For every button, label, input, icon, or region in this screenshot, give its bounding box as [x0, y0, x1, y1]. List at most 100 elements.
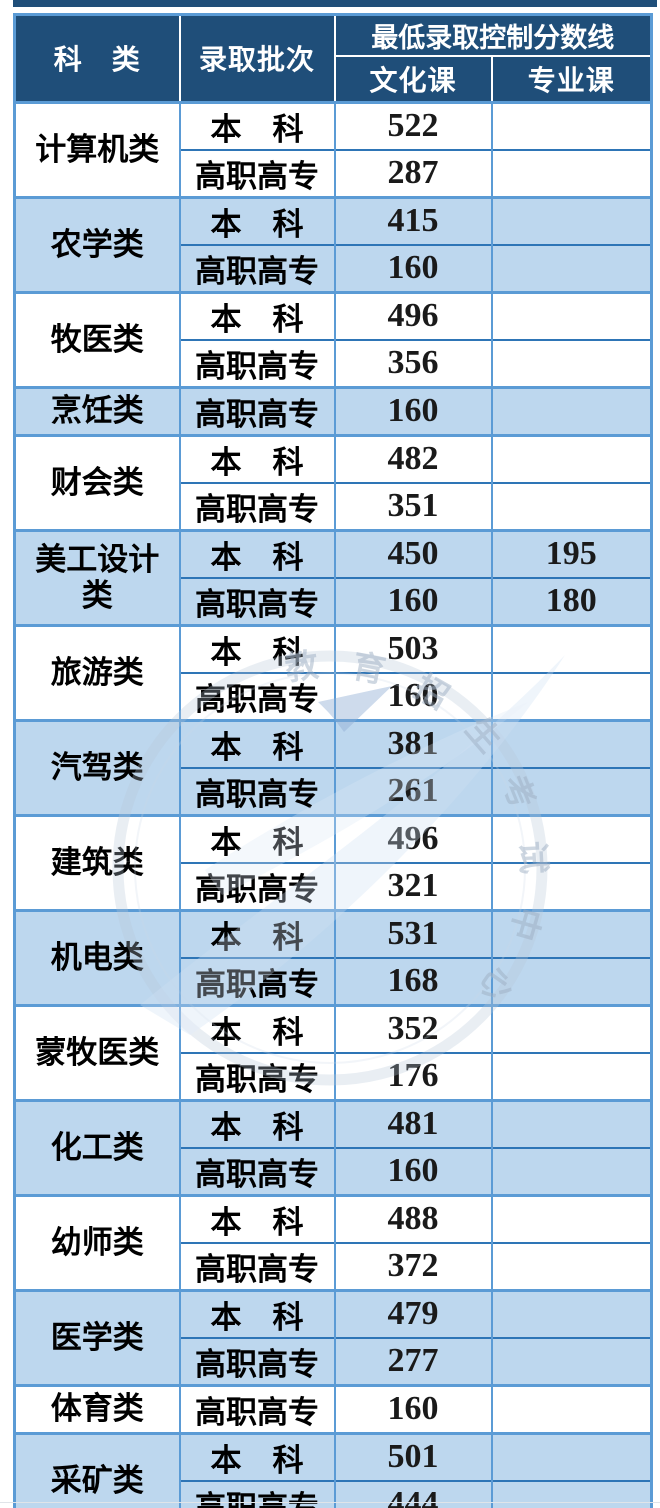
culture-score-cell: 160: [333, 576, 493, 625]
batch-cell: 本 科: [178, 1098, 336, 1148]
column-header-score-line-group: 最低录取控制分数线: [333, 13, 653, 57]
culture-score-cell: 522: [333, 100, 493, 150]
major-score-cell: [490, 1193, 653, 1243]
table-row: 高职高专 160: [15, 671, 653, 720]
major-score-cell: [490, 718, 653, 768]
category-cell: 医学类: [13, 1288, 181, 1385]
table-row: 农学类本 科 415: [13, 195, 653, 292]
major-score-cell: [490, 1479, 653, 1508]
category-cell: 汽驾类: [13, 718, 181, 815]
table-row: 机电类本 科 531: [13, 908, 653, 1005]
culture-score-cell: 277: [333, 1336, 493, 1385]
culture-score-cell: 496: [333, 290, 493, 340]
category-cell: 幼师类: [13, 1193, 181, 1290]
culture-score-cell: 287: [333, 148, 493, 197]
major-score-cell: [490, 1431, 653, 1481]
table-row: 采矿类本 科 501: [13, 1431, 653, 1508]
major-score-cell: [490, 1336, 653, 1385]
culture-score-cell: 160: [333, 1146, 493, 1195]
category-cell: 美工设计类: [13, 528, 181, 625]
major-score-cell: [490, 1098, 653, 1148]
culture-score-cell: 160: [333, 671, 493, 720]
table-row: 化工类本 科 481: [13, 1098, 653, 1195]
culture-score-cell: 261: [333, 766, 493, 815]
table-row: 烹饪类 高职高专 160: [13, 385, 653, 435]
batch-cell: 高职高专: [178, 338, 336, 387]
major-score-cell: [490, 481, 653, 530]
major-score-cell: [490, 195, 653, 245]
culture-score-cell: 168: [333, 956, 493, 1005]
batch-cell: 高职高专: [178, 148, 336, 197]
major-score-cell: [490, 1003, 653, 1053]
category-cell: 蒙牧医类: [13, 1003, 181, 1100]
table-row: 高职高专 321: [15, 861, 653, 910]
category-cell: 建筑类: [13, 813, 181, 910]
major-score-cell: [490, 100, 653, 150]
batch-cell: 高职高专: [178, 1241, 336, 1290]
culture-score-cell: 351: [333, 481, 493, 530]
batch-cell: 本 科: [178, 100, 336, 150]
culture-score-cell: 381: [333, 718, 493, 768]
table-row: 高职高专 444: [15, 1479, 653, 1508]
culture-score-cell: 450: [333, 528, 493, 578]
batch-cell: 本 科: [178, 1431, 336, 1481]
table-row: 高职高专 356: [15, 338, 653, 387]
category-cell: 机电类: [13, 908, 181, 1005]
category-cell: 采矿类: [13, 1431, 181, 1508]
table-row: 医学类本 科 479: [13, 1288, 653, 1385]
major-score-cell: [490, 1146, 653, 1195]
culture-score-cell: 481: [333, 1098, 493, 1148]
batch-cell: 本 科: [178, 433, 336, 483]
table-row: 高职高专 160: [15, 243, 653, 292]
culture-score-cell: 496: [333, 813, 493, 863]
major-score-cell: [490, 338, 653, 387]
table-row: 汽驾类本 科 381: [13, 718, 653, 815]
table-row: 高职高专 160 180: [15, 576, 653, 625]
table-row: 高职高专 160: [15, 1146, 653, 1195]
table-row: 体育类 高职高专 160: [13, 1383, 653, 1433]
table-row: 高职高专 372: [15, 1241, 653, 1290]
table-row: 高职高专 176: [15, 1051, 653, 1100]
major-score-cell: [490, 1241, 653, 1290]
batch-cell: 高职高专: [178, 1336, 336, 1385]
major-score-cell: [490, 148, 653, 197]
major-score-cell: [490, 1383, 653, 1433]
culture-score-cell: 501: [333, 1431, 493, 1481]
major-score-cell: 180: [490, 576, 653, 625]
culture-score-cell: 488: [333, 1193, 493, 1243]
major-score-cell: [490, 813, 653, 863]
column-header-batch: 录取批次: [178, 13, 336, 103]
major-score-cell: [490, 766, 653, 815]
culture-score-cell: 160: [333, 243, 493, 292]
culture-score-cell: 503: [333, 623, 493, 673]
category-cell: 农学类: [13, 195, 181, 292]
major-score-cell: [490, 385, 653, 435]
table-row: 建筑类本 科 496: [13, 813, 653, 910]
batch-cell: 本 科: [178, 1193, 336, 1243]
culture-score-cell: 321: [333, 861, 493, 910]
column-header-category: 科 类: [13, 13, 181, 103]
batch-cell: 本 科: [178, 623, 336, 673]
table-row: 高职高专 168: [15, 956, 653, 1005]
major-score-cell: [490, 623, 653, 673]
batch-cell: 本 科: [178, 718, 336, 768]
category-cell: 化工类: [13, 1098, 181, 1195]
culture-score-cell: 415: [333, 195, 493, 245]
category-cell: 旅游类: [13, 623, 181, 720]
category-cell: 计算机类: [13, 100, 181, 197]
admission-score-table: 科 类 录取批次 最低录取控制分数线 文化课 专业课 计算机类本 科 522 高职高…: [13, 13, 653, 1508]
batch-cell: 高职高专: [178, 861, 336, 910]
culture-score-cell: 372: [333, 1241, 493, 1290]
batch-cell: 高职高专: [178, 1383, 336, 1433]
batch-cell: 高职高专: [178, 956, 336, 1005]
column-header-major-course: 专业课: [490, 55, 653, 103]
culture-score-cell: 531: [333, 908, 493, 958]
batch-cell: 本 科: [178, 195, 336, 245]
table-row: 高职高专 351: [15, 481, 653, 530]
batch-cell: 本 科: [178, 290, 336, 340]
table-row: 高职高专 277: [15, 1336, 653, 1385]
major-score-cell: [490, 861, 653, 910]
culture-score-cell: 176: [333, 1051, 493, 1100]
table-row: 计算机类本 科 522: [13, 100, 653, 197]
